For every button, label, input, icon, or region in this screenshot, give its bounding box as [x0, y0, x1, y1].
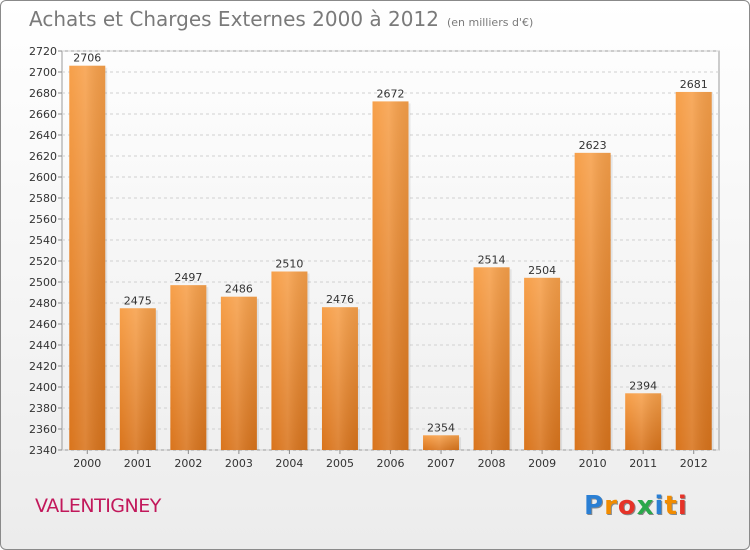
x-tick-label: 2008 — [478, 457, 506, 470]
y-tick-label: 2680 — [29, 87, 57, 100]
bar-shine — [170, 285, 207, 450]
y-tick-label: 2520 — [29, 255, 57, 268]
x-tick-label: 2006 — [377, 457, 405, 470]
logo-letter: x — [636, 491, 655, 521]
x-tick-label: 2004 — [275, 457, 303, 470]
x-tick-label: 2011 — [629, 457, 657, 470]
bar-value-label: 2706 — [73, 52, 101, 65]
bar-value-label: 2504 — [528, 264, 556, 277]
x-tick-label: 2000 — [73, 457, 101, 470]
bar-shine — [372, 101, 409, 451]
y-tick-label: 2400 — [29, 381, 57, 394]
y-tick-label: 2360 — [29, 423, 57, 436]
bar-value-label: 2514 — [478, 253, 506, 266]
bar-value-label: 2475 — [124, 294, 152, 307]
x-tick-label: 2010 — [579, 457, 607, 470]
chart-title-block: Achats et Charges Externes 2000 à 2012 (e… — [29, 7, 533, 31]
y-tick-label: 2620 — [29, 150, 57, 163]
bar-shine — [423, 435, 460, 450]
bar-value-label: 2510 — [275, 258, 303, 271]
x-tick-label: 2012 — [680, 457, 708, 470]
y-tick-label: 2600 — [29, 171, 57, 184]
bar-shine — [69, 65, 106, 450]
bar-value-label: 2672 — [377, 87, 405, 100]
y-tick-label: 2700 — [29, 66, 57, 79]
bar-value-label: 2394 — [629, 379, 657, 392]
x-tick-label: 2003 — [225, 457, 253, 470]
bar-shine — [220, 296, 257, 450]
bar-shine — [625, 393, 662, 450]
y-tick-label: 2460 — [29, 318, 57, 331]
y-tick-label: 2480 — [29, 297, 57, 310]
logo-letter: i — [677, 491, 688, 521]
logo-letter: P — [584, 491, 605, 521]
bar-value-label: 2354 — [427, 421, 455, 434]
logo-letter: t — [664, 491, 678, 521]
bar-shine — [675, 91, 712, 450]
y-tick-label: 2380 — [29, 402, 57, 415]
logo-letter: o — [617, 491, 637, 521]
y-tick-label: 2420 — [29, 360, 57, 373]
x-tick-label: 2009 — [528, 457, 556, 470]
y-tick-label: 2580 — [29, 192, 57, 205]
y-tick-label: 2440 — [29, 339, 57, 352]
bar-shine — [524, 277, 561, 450]
logo-letter: r — [604, 491, 618, 521]
chart-subtitle: (en milliers d'€) — [446, 16, 534, 29]
y-tick-label: 2340 — [29, 444, 57, 457]
bar-shine — [473, 267, 510, 450]
bar-value-label: 2476 — [326, 293, 354, 306]
bar-value-label: 2497 — [174, 271, 202, 284]
bar-shine — [574, 152, 611, 450]
y-tick-label: 2720 — [29, 45, 57, 58]
bar-shine — [271, 271, 308, 450]
proxiti-logo: Proxiti — [584, 491, 688, 521]
location-name: VALENTIGNEY — [35, 495, 161, 517]
x-tick-label: 2001 — [124, 457, 152, 470]
bar-value-label: 2486 — [225, 283, 253, 296]
y-tick-label: 2640 — [29, 129, 57, 142]
logo-letter: i — [654, 491, 665, 521]
y-tick-label: 2500 — [29, 276, 57, 289]
bar-value-label: 2681 — [680, 78, 708, 91]
bar-shine — [321, 307, 358, 450]
x-tick-label: 2002 — [174, 457, 202, 470]
bar-value-label: 2623 — [579, 139, 607, 152]
y-tick-label: 2660 — [29, 108, 57, 121]
y-tick-label: 2540 — [29, 234, 57, 247]
chart-title: Achats et Charges Externes 2000 à 2012 — [29, 7, 439, 31]
x-tick-label: 2007 — [427, 457, 455, 470]
x-tick-label: 2005 — [326, 457, 354, 470]
bar-shine — [119, 308, 156, 450]
y-tick-label: 2560 — [29, 213, 57, 226]
